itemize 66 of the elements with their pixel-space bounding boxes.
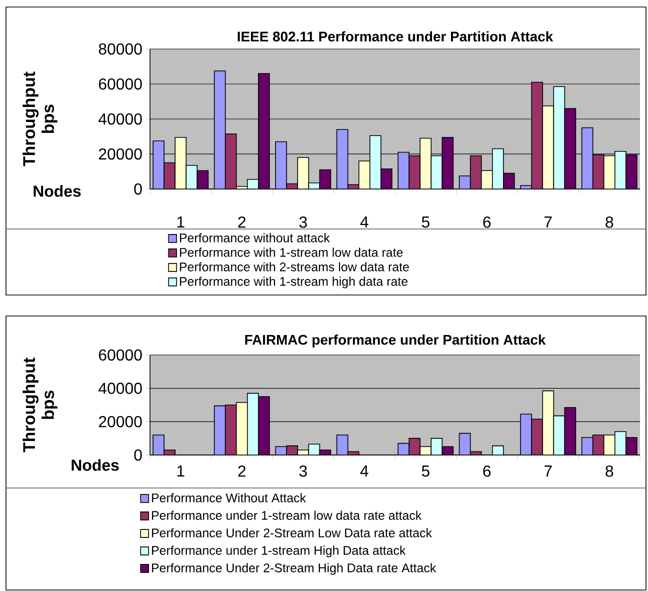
bar: [431, 156, 442, 189]
bar: [564, 407, 576, 455]
y-tick-label: 0: [134, 449, 142, 461]
bar: [336, 129, 348, 189]
x-tick-label: 8: [606, 216, 614, 228]
x-tick-label: 6: [483, 216, 491, 228]
x-tick-label: 5: [422, 466, 430, 477]
bar: [258, 73, 270, 189]
legend-label: Performance under 1-stream low data rate attack: [152, 510, 422, 520]
legend-label: Performance with 1-stream low data rate: [180, 248, 403, 257]
x-tick-label: 5: [422, 216, 430, 228]
legend-label: Performance Under 2-Stream High Data rate Attack: [152, 563, 436, 575]
x-tick-label: 2: [238, 216, 246, 228]
bar: [247, 393, 258, 455]
x-tick-label: 6: [483, 466, 491, 477]
bar: [214, 70, 226, 189]
x-tick-label: 3: [299, 466, 307, 477]
bar: [581, 127, 594, 189]
bar: [431, 438, 442, 455]
bar: [225, 134, 236, 189]
bar: [564, 108, 576, 189]
y-tick-label: 40000: [98, 382, 142, 394]
bar: [225, 404, 236, 455]
bar: [554, 416, 565, 455]
y-tick-label: 0: [134, 183, 142, 195]
legend-label: Performance without attack: [180, 233, 330, 242]
chart-title: FAIRMAC performance under Partition Attack: [245, 334, 546, 348]
bar: [320, 170, 331, 189]
bar: [470, 156, 482, 189]
legend-label: Performance with 2-streams low data rate: [180, 262, 409, 272]
x-axis-title: Nodes: [34, 185, 81, 197]
x-tick-label: 8: [606, 466, 614, 477]
legend-label: Performance Under 2-Stream Low Data rate attack: [152, 528, 432, 538]
bar: [592, 434, 604, 455]
bar: [197, 170, 208, 189]
x-tick-label: 7: [544, 466, 552, 476]
bar: [459, 433, 470, 455]
bar: [442, 137, 454, 189]
y-tick-label: 60000: [98, 349, 142, 361]
legend-label: Performance Without Attack: [152, 493, 306, 502]
bar: [581, 437, 594, 455]
y-tick-label: 40000: [98, 113, 142, 125]
bar: [186, 165, 198, 189]
bar: [214, 406, 226, 455]
y-tick-label: 60000: [98, 78, 142, 90]
y-axis-title: Throughput bps: [22, 72, 58, 166]
x-tick-label: 1: [177, 466, 184, 476]
bar: [532, 82, 543, 189]
bar: [554, 86, 565, 189]
x-tick-label: 1: [177, 216, 184, 228]
x-tick-label: 3: [299, 216, 307, 228]
bar: [336, 434, 348, 455]
x-axis-title: Nodes: [72, 459, 119, 471]
y-tick-label: 20000: [98, 416, 142, 428]
bar: [542, 390, 554, 455]
legend-label: Performance under 1-stream High Data attack: [152, 546, 406, 558]
x-tick-label: 4: [360, 466, 368, 476]
x-tick-label: 4: [360, 216, 368, 228]
y-axis-title: Throughput bps: [22, 358, 58, 452]
y-tick-label: 20000: [98, 148, 142, 160]
chart-title: IEEE 802.11 Performance under Partition Attack: [238, 31, 554, 42]
legend-label: Performance with 1-stream high data rate: [180, 276, 408, 288]
bar: [592, 154, 604, 189]
x-tick-label: 2: [238, 466, 246, 477]
y-tick-label: 80000: [98, 43, 142, 55]
x-tick-label: 7: [544, 216, 552, 228]
